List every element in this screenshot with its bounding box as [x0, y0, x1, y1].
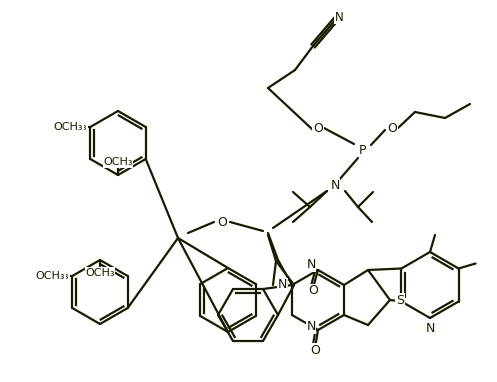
Text: N: N	[306, 259, 316, 272]
Text: P: P	[359, 144, 367, 157]
Text: N: N	[331, 178, 339, 191]
Text: N: N	[334, 10, 343, 24]
Text: N: N	[306, 320, 316, 333]
Text: OCH₃: OCH₃	[54, 122, 83, 132]
Text: N: N	[425, 322, 435, 335]
Text: N: N	[277, 278, 287, 291]
Text: N: N	[331, 178, 339, 191]
Text: S: S	[396, 293, 404, 306]
Text: O: O	[313, 121, 323, 134]
Text: OCH₃: OCH₃	[103, 157, 133, 167]
Text: N: N	[306, 259, 316, 272]
Text: N: N	[425, 322, 435, 335]
Text: OCH₃: OCH₃	[58, 122, 87, 132]
Text: O: O	[310, 343, 320, 356]
Text: OCH₃: OCH₃	[40, 271, 69, 281]
Text: OCH₃: OCH₃	[85, 268, 115, 278]
Text: S: S	[396, 293, 404, 306]
Text: O: O	[308, 285, 318, 298]
Text: O: O	[387, 121, 397, 134]
Text: N: N	[334, 10, 343, 24]
Text: O: O	[217, 215, 227, 228]
Text: P: P	[359, 144, 367, 157]
Text: N: N	[278, 278, 288, 291]
Text: O: O	[310, 343, 320, 356]
Text: O: O	[217, 215, 227, 228]
Text: N: N	[277, 278, 287, 291]
Text: O: O	[313, 121, 323, 134]
Text: O: O	[387, 121, 397, 134]
Text: OCH₃: OCH₃	[36, 271, 65, 281]
